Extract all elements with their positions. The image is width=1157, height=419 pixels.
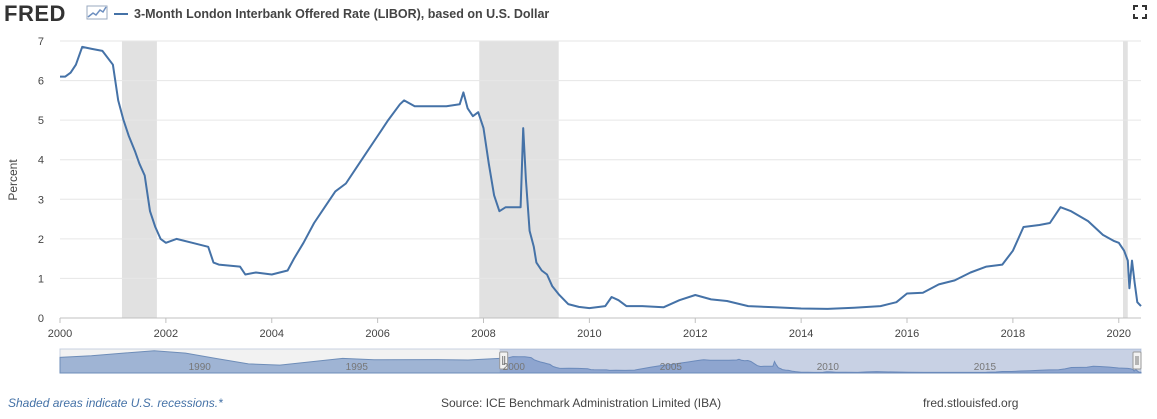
x-tick-label: 2002 [154, 328, 178, 340]
series-layer [60, 45, 1142, 310]
chart-footer: Shaded areas indicate U.S. recessions.* … [0, 392, 1157, 414]
navigator-series [59, 350, 1142, 374]
gridlines [60, 40, 1141, 319]
sparkline-icon [86, 5, 108, 20]
recession-band [1123, 41, 1128, 318]
navigator-tick-label: 1990 [189, 362, 212, 373]
x-tick-label: 2012 [683, 328, 707, 340]
x-tick-label: 2020 [1107, 328, 1131, 340]
recession-band [479, 41, 559, 318]
x-tick-label: 2008 [471, 328, 495, 340]
series-line [60, 45, 1142, 310]
navigator-tick-label: 2015 [974, 362, 997, 373]
chart-header: FRED 3-Month London Interbank Offered Ra… [0, 0, 1157, 28]
recession-shading [121, 41, 1128, 318]
navigator-tick-label: 2010 [817, 362, 840, 373]
recession-band [121, 41, 157, 318]
fred-site-link[interactable]: fred.stlouisfed.org [923, 396, 1019, 410]
navigator-tick-label: 2000 [503, 362, 526, 373]
y-tick-label: 6 [38, 76, 44, 88]
series-legend[interactable]: 3-Month London Interbank Offered Rate (L… [114, 0, 549, 28]
navigator-selection [499, 349, 1141, 373]
source-text: Source: ICE Benchmark Administration Lim… [441, 396, 722, 410]
x-tick-label: 2000 [48, 328, 72, 340]
y-axis: 0 1 2 3 4 5 6 7 [38, 36, 44, 325]
x-tick-label: 2018 [1001, 328, 1025, 340]
x-tick-label: 2006 [365, 328, 389, 340]
recession-note-link[interactable]: Shaded areas indicate U.S. recessions.* [8, 396, 223, 410]
y-tick-label: 3 [38, 194, 44, 206]
y-tick-label: 1 [38, 273, 44, 285]
y-axis-label: Percent [6, 159, 20, 201]
x-axis: 2000 2002 2004 2006 2008 2010 2012 2014 2016 2018… [48, 317, 1141, 340]
y-tick-label: 4 [38, 155, 44, 167]
y-tick-label: 5 [38, 115, 44, 127]
navigator-left-handle[interactable] [499, 351, 509, 370]
x-tick-label: 2014 [789, 328, 813, 340]
legend-swatch [114, 13, 128, 15]
fred-logo[interactable]: FRED [4, 1, 66, 26]
range-navigator[interactable]: 1990 1995 2000 2005 2010 2015 [59, 348, 1142, 374]
x-tick-label: 2004 [260, 328, 284, 340]
y-tick-label: 7 [38, 36, 44, 48]
y-tick-label: 0 [38, 313, 44, 325]
series-title: 3-Month London Interbank Offered Rate (L… [134, 7, 550, 21]
navigator-tick-label: 1995 [346, 362, 369, 373]
fullscreen-icon[interactable] [1133, 5, 1147, 19]
y-tick-label: 2 [38, 234, 44, 246]
x-tick-label: 2010 [577, 328, 601, 340]
line-chart: 0 1 2 3 4 5 6 7 2000 2002 2004 2006 2008 2010 2012 201… [6, 36, 1142, 374]
navigator-tick-label: 2005 [660, 362, 683, 373]
navigator-right-handle[interactable] [1132, 351, 1142, 370]
x-tick-label: 2016 [895, 328, 919, 340]
